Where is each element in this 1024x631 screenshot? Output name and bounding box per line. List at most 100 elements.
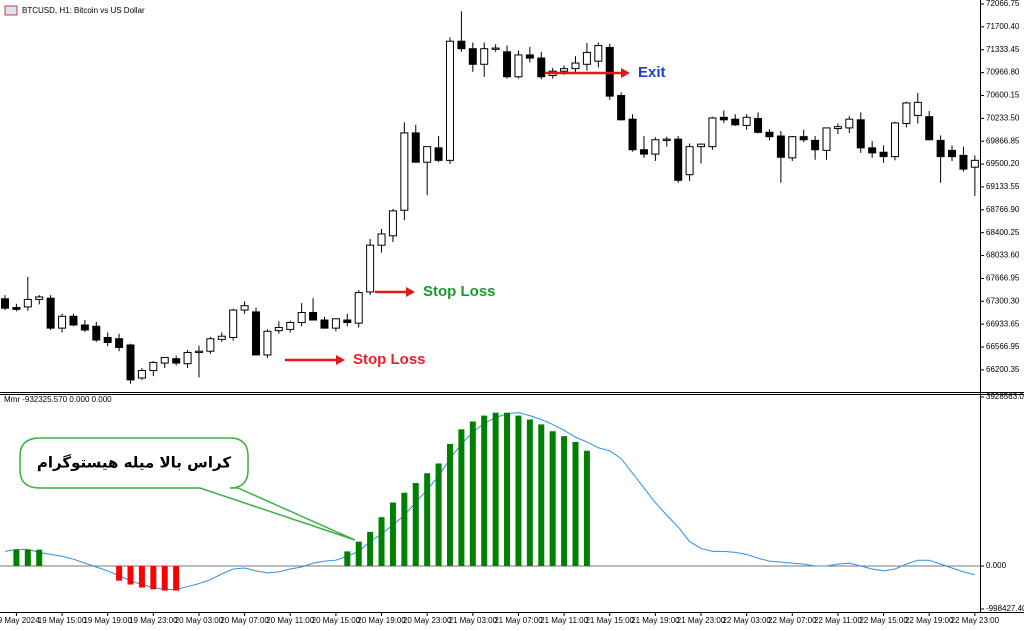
- candle-body: [639, 149, 648, 155]
- histogram-bar: [446, 443, 453, 567]
- candle-body: [1, 298, 9, 309]
- candle-body: [149, 361, 158, 372]
- indicator-title: Mmr -932325.570 0.000 0.000: [4, 395, 112, 404]
- x-tick-label: 22 May 07:00: [768, 616, 817, 625]
- candle-body: [560, 68, 569, 72]
- candle-body: [571, 62, 580, 70]
- candle-body: [514, 54, 523, 78]
- candle-body: [263, 330, 272, 356]
- x-tick-label: 22 May 15:00: [859, 616, 908, 625]
- candle-body: [160, 356, 169, 364]
- histogram-bar: [173, 566, 180, 591]
- candle-body: [776, 135, 785, 158]
- histogram-bar: [583, 450, 590, 567]
- annotation: Stop Loss: [423, 283, 496, 300]
- x-tick-label: 20 May 15:00: [312, 616, 361, 625]
- y-tick-label: 70600.15: [986, 91, 1020, 100]
- candle-body: [23, 298, 32, 308]
- y-tick-label: -998427.402: [986, 604, 1024, 613]
- candle-body: [936, 139, 945, 158]
- y-tick-label: 66200.35: [986, 365, 1020, 374]
- candle-body: [377, 233, 386, 246]
- x-tick-label: 22 May 11:00: [814, 616, 862, 625]
- x-tick-label: 21 May 23:00: [677, 616, 726, 625]
- candle-body: [480, 48, 489, 65]
- histogram-bar: [13, 549, 20, 567]
- histogram-bar: [389, 502, 396, 567]
- candle-body: [685, 146, 694, 176]
- candle-body: [35, 296, 44, 300]
- annotation: Exit: [638, 64, 666, 81]
- histogram-bar: [367, 531, 374, 567]
- candle-body: [115, 338, 124, 348]
- candle-body: [137, 370, 146, 379]
- candle-body: [731, 118, 740, 126]
- candle-body: [126, 344, 135, 381]
- histogram-bar: [378, 517, 385, 567]
- candle-body: [423, 146, 432, 163]
- callout-bubble: [19, 437, 356, 541]
- histogram-bar: [572, 441, 579, 567]
- candle-body: [503, 51, 512, 78]
- candle-body: [400, 132, 409, 211]
- x-tick-label: 21 May 07:00: [494, 616, 543, 625]
- histogram-bar: [36, 549, 43, 567]
- candle-body: [662, 138, 671, 141]
- histogram-bar: [492, 412, 499, 567]
- histogram-bar: [138, 566, 145, 588]
- candle-body: [902, 102, 911, 125]
- candle-body: [69, 315, 78, 326]
- candle-body: [799, 136, 808, 141]
- candle-body: [445, 40, 454, 161]
- histogram-bar: [561, 436, 568, 567]
- candle-body: [468, 48, 477, 65]
- candle-body: [708, 117, 717, 148]
- candle-body: [457, 40, 466, 50]
- x-tick-label: 21 May 15:00: [585, 616, 634, 625]
- x-tick-label: 19 May 2024: [0, 616, 40, 625]
- candle-body: [879, 151, 888, 158]
- histogram-bar: [526, 419, 533, 567]
- y-tick-label: 69133.55: [986, 182, 1020, 191]
- y-tick-label: 67666.95: [986, 274, 1020, 283]
- candle-body: [58, 315, 67, 329]
- x-tick-label: 21 May 19:00: [631, 616, 680, 625]
- candle-body: [594, 45, 603, 62]
- candle-body: [845, 118, 854, 129]
- y-tick-label: 72066.75: [986, 0, 1020, 8]
- y-tick-label: 67300.30: [986, 296, 1020, 305]
- candle-body: [12, 307, 21, 310]
- candle-body: [80, 324, 89, 331]
- histogram-bar: [538, 424, 545, 567]
- histogram-bar: [469, 421, 476, 567]
- candle-body: [925, 116, 934, 141]
- candle-body: [856, 119, 865, 149]
- x-tick-label: 22 May 23:00: [951, 616, 1000, 625]
- candle-body: [252, 311, 261, 356]
- histogram-bar: [504, 412, 511, 567]
- y-tick-label: 3928563.037: [986, 392, 1024, 401]
- candle-body: [491, 47, 500, 50]
- histogram-bar: [435, 463, 442, 567]
- y-tick-label: 68766.90: [986, 205, 1020, 214]
- candle-body: [651, 139, 660, 155]
- histogram-bar: [458, 429, 465, 567]
- histogram-bar: [401, 492, 408, 567]
- x-tick-label: 21 May 03:00: [449, 616, 498, 625]
- chart-title: BTCUSD, H1: Bitcoin vs US Dollar: [22, 6, 145, 15]
- candle-body: [320, 319, 329, 329]
- x-tick-label: 20 May 07:00: [220, 616, 269, 625]
- candle-body: [628, 118, 637, 151]
- candle-body: [811, 139, 820, 151]
- candle-body: [890, 122, 899, 158]
- annotation: Stop Loss: [353, 351, 426, 368]
- candle-body: [970, 159, 979, 168]
- candle-body: [331, 318, 340, 329]
- y-tick-label: 69866.85: [986, 136, 1020, 145]
- histogram-bar: [116, 566, 123, 581]
- candle-body: [309, 312, 318, 321]
- candle-body: [286, 322, 295, 330]
- annotation-arrowhead: [406, 287, 415, 297]
